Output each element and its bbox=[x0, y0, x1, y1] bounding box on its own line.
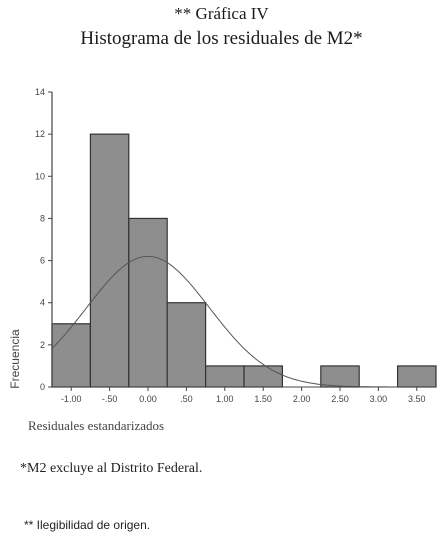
x-tick-label: 2.00 bbox=[293, 394, 311, 404]
histogram-bar bbox=[205, 365, 245, 388]
x-tick-label: .50 bbox=[180, 394, 193, 404]
x-tick-label: -.50 bbox=[102, 394, 118, 404]
histogram-bar bbox=[166, 302, 207, 388]
y-tick-label: 2 bbox=[40, 340, 45, 350]
x-tick-label: 2.50 bbox=[331, 394, 349, 404]
footnote-illegibility: ** Ilegibilidad de origen. bbox=[24, 518, 151, 532]
x-tick-label: 1.00 bbox=[216, 394, 234, 404]
footnote-m2: *M2 excluye al Distrito Federal. bbox=[20, 461, 203, 476]
figure-title: Histograma de los residuales de M2* bbox=[80, 28, 363, 49]
x-axis-ticks: -1.00 -.50 0.00 .50 1.00 1.50 2.00 2.50 3.00 3.50 bbox=[61, 387, 426, 404]
x-tick-label: 1.50 bbox=[254, 394, 272, 404]
x-tick-label: 3.50 bbox=[408, 394, 426, 404]
histogram-bar bbox=[397, 365, 437, 388]
x-tick-label: 0.00 bbox=[139, 394, 157, 404]
figure-number: ** Gráfica IV bbox=[174, 4, 269, 23]
y-tick-label: 8 bbox=[40, 213, 45, 223]
y-tick-label: 4 bbox=[40, 298, 45, 308]
y-axis-label: Frecuencia bbox=[8, 329, 22, 389]
histogram-bar bbox=[128, 217, 168, 388]
y-tick-label: 6 bbox=[40, 256, 45, 266]
histogram-bar bbox=[51, 323, 92, 388]
histogram-bar bbox=[320, 365, 360, 388]
histogram-bar bbox=[89, 133, 130, 388]
x-tick-label: 3.00 bbox=[370, 394, 388, 404]
y-tick-label: 10 bbox=[35, 171, 45, 181]
histogram-chart: 0 2 4 6 8 10 12 14 -1.00 -.50 0.00 .50 1.00 1.50 2.00… bbox=[8, 87, 437, 433]
y-tick-label: 14 bbox=[35, 87, 45, 97]
histogram-bar bbox=[243, 365, 284, 388]
histogram-bars bbox=[51, 133, 437, 388]
y-axis-ticks: 0 2 4 6 8 10 12 14 bbox=[35, 87, 52, 392]
y-tick-label: 12 bbox=[35, 129, 45, 139]
x-tick-label: -1.00 bbox=[61, 394, 82, 404]
y-tick-label: 0 bbox=[40, 382, 45, 392]
x-axis-label: Residuales estandarizados bbox=[28, 418, 164, 433]
